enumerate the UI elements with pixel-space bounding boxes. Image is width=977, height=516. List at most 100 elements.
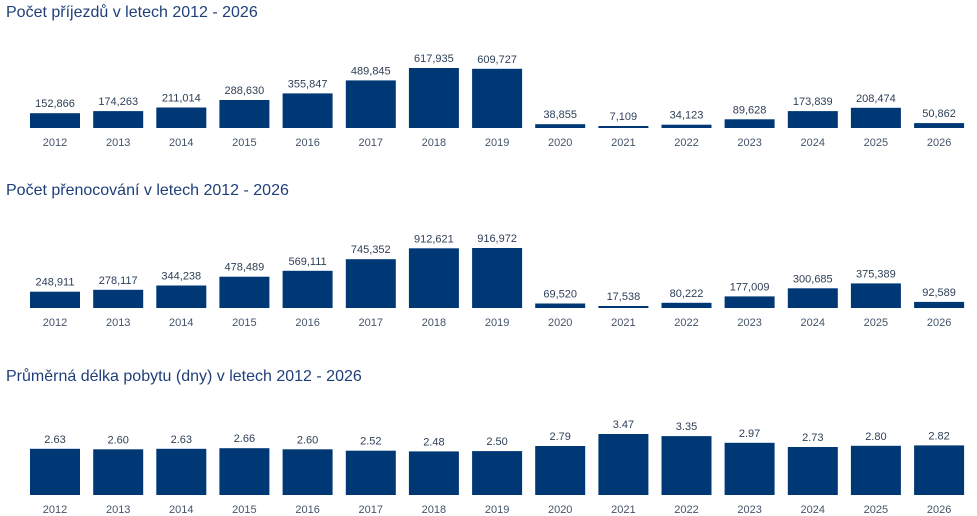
overnight-stays-chart-title: Počet přenocování v letech 2012 - 2026	[6, 182, 289, 199]
x-tick-label-2014: 2014	[169, 137, 193, 149]
value-label-2018: 912,621	[414, 233, 454, 245]
bar-2013	[93, 449, 144, 495]
bar-2017	[345, 259, 396, 308]
x-tick-label-2014: 2014	[169, 504, 193, 516]
x-tick-label-2026: 2026	[927, 317, 951, 329]
x-tick-label-2013: 2013	[106, 504, 130, 516]
x-tick-label-2015: 2015	[232, 317, 256, 329]
x-tick-label-2025: 2025	[864, 137, 888, 149]
bar-2018	[408, 248, 459, 308]
x-tick-label-2020: 2020	[548, 504, 572, 516]
value-label-2012: 2.63	[44, 434, 65, 446]
bar-2014	[156, 107, 207, 128]
value-label-2012: 248,911	[36, 277, 75, 289]
bar-2025	[850, 107, 901, 128]
average-stay-chart-panel: Průměrná délka pobytu (dny) v letech 201…	[0, 364, 977, 516]
value-label-2020: 69,520	[543, 289, 577, 301]
value-label-2015: 288,630	[225, 85, 265, 97]
bar-2019	[472, 451, 523, 495]
x-tick-label-2018: 2018	[422, 137, 446, 149]
bar-2018	[408, 451, 459, 495]
average-stay-chart-title: Průměrná délka pobytu (dny) v letech 201…	[6, 368, 362, 385]
value-label-2013: 278,117	[99, 275, 138, 287]
bar-2016	[282, 93, 333, 128]
bar-2020	[535, 446, 586, 495]
bar-2024	[787, 111, 838, 128]
x-tick-label-2024: 2024	[801, 504, 825, 516]
x-tick-label-2013: 2013	[106, 317, 130, 329]
x-tick-label-2021: 2021	[611, 504, 635, 516]
value-label-2024: 300,685	[793, 273, 833, 285]
value-label-2026: 92,589	[922, 287, 956, 299]
value-label-2022: 80,222	[670, 288, 704, 300]
value-label-2022: 3.35	[676, 421, 697, 433]
bar-2021	[598, 434, 649, 495]
value-label-2026: 50,862	[922, 108, 956, 120]
x-tick-label-2016: 2016	[295, 504, 319, 516]
bar-2022	[661, 436, 712, 495]
x-tick-label-2018: 2018	[422, 317, 446, 329]
bar-2023	[724, 296, 775, 308]
bar-2019	[472, 68, 523, 128]
x-tick-label-2013: 2013	[106, 137, 130, 149]
value-label-2017: 2.52	[360, 436, 381, 448]
overnight-stays-chart-panel: Počet přenocování v letech 2012 - 2026 2…	[0, 176, 977, 336]
x-tick-label-2024: 2024	[801, 317, 825, 329]
bar-2022	[661, 124, 712, 128]
arrivals-chart-title: Počet příjezdů v letech 2012 - 2026	[6, 4, 258, 21]
bar-2015	[219, 100, 270, 128]
bar-2012	[30, 291, 80, 308]
x-tick-label-2021: 2021	[611, 137, 635, 149]
x-tick-label-2014: 2014	[169, 317, 193, 329]
x-tick-label-2016: 2016	[295, 137, 319, 149]
value-label-2013: 2.60	[107, 434, 128, 446]
value-label-2014: 2.63	[171, 434, 192, 446]
value-label-2012: 152,866	[35, 98, 75, 110]
bar-2025	[850, 445, 901, 495]
x-tick-label-2020: 2020	[548, 137, 572, 149]
value-label-2018: 617,935	[414, 53, 454, 65]
x-tick-label-2012: 2012	[43, 317, 67, 329]
x-tick-label-2019: 2019	[485, 504, 509, 516]
x-tick-label-2017: 2017	[359, 504, 383, 516]
bar-2012	[30, 448, 80, 495]
x-tick-label-2025: 2025	[864, 504, 888, 516]
value-label-2021: 7,109	[610, 111, 638, 123]
value-label-2018: 2.48	[423, 436, 444, 448]
value-label-2021: 17,538	[607, 291, 641, 303]
bar-2021	[598, 306, 649, 308]
value-label-2026: 2.82	[928, 430, 949, 442]
bar-2017	[345, 80, 396, 128]
x-tick-label-2020: 2020	[548, 317, 572, 329]
x-tick-label-2026: 2026	[927, 137, 951, 149]
value-label-2019: 609,727	[477, 54, 517, 66]
bar-2015	[219, 448, 270, 495]
value-label-2020: 38,855	[543, 109, 577, 121]
bar-2017	[345, 450, 396, 495]
bar-2016	[282, 449, 333, 495]
value-label-2024: 173,839	[793, 96, 833, 108]
x-tick-label-2025: 2025	[864, 317, 888, 329]
bar-2012	[30, 113, 80, 128]
arrivals-chart-panel: Počet příjezdů v letech 2012 - 2026 152,…	[0, 0, 977, 160]
value-label-2022: 34,123	[670, 110, 704, 122]
x-tick-label-2024: 2024	[801, 137, 825, 149]
bar-2013	[93, 111, 144, 128]
value-label-2019: 916,972	[477, 233, 517, 245]
x-tick-label-2016: 2016	[295, 317, 319, 329]
value-label-2014: 211,014	[162, 93, 201, 105]
x-tick-label-2015: 2015	[232, 504, 256, 516]
bar-2026	[914, 445, 965, 495]
value-label-2016: 2.60	[297, 434, 318, 446]
value-label-2023: 89,628	[733, 104, 767, 116]
bar-2020	[535, 303, 586, 308]
average-stay-bar-chart: 2.63 2012 2.60 2013 2.63 2014 2.66 2015 2.60 2016…	[30, 419, 965, 516]
bar-2019	[472, 248, 523, 308]
bar-2015	[219, 276, 270, 308]
value-label-2025: 208,474	[856, 93, 896, 105]
overnight-stays-bar-chart: 248,911 2012 278,117 2013 344,238 2014 478,489…	[30, 233, 965, 329]
value-label-2013: 174,263	[98, 96, 138, 108]
bar-2013	[93, 289, 144, 308]
value-label-2019: 2.50	[486, 436, 507, 448]
x-tick-label-2018: 2018	[422, 504, 446, 516]
